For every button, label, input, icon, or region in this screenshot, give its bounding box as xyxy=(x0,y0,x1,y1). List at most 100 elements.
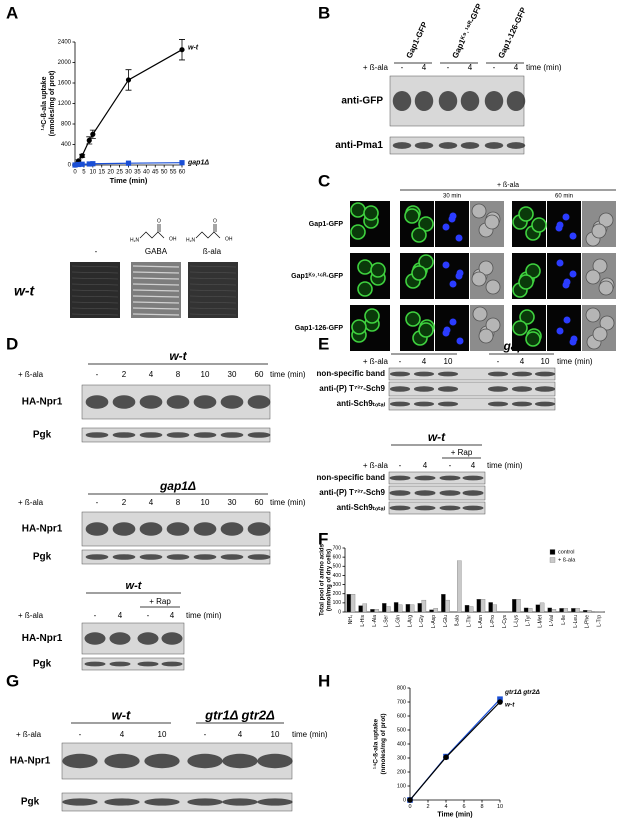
y-tick-label: 800 xyxy=(61,122,72,128)
bar xyxy=(469,607,473,612)
point xyxy=(90,132,95,137)
band xyxy=(167,554,190,560)
band xyxy=(140,554,163,560)
band xyxy=(257,798,292,805)
x-tick-label: L-Met xyxy=(537,614,543,627)
micrograph xyxy=(435,253,469,299)
cell xyxy=(365,309,379,323)
y-tick-label: 100 xyxy=(397,783,406,789)
lane-label: 10 xyxy=(444,357,453,366)
bar xyxy=(410,605,414,612)
y-tick-label: 600 xyxy=(333,554,342,560)
band xyxy=(415,506,436,511)
band xyxy=(414,402,434,407)
band xyxy=(167,522,190,536)
y-tick-label: 0 xyxy=(68,163,72,169)
unit-label: time (min) xyxy=(186,611,222,620)
bar xyxy=(536,605,540,612)
band xyxy=(439,142,457,149)
point xyxy=(443,755,449,761)
band xyxy=(512,372,532,377)
band xyxy=(415,91,433,111)
structure xyxy=(140,224,164,238)
x-tick-label: L-Gly xyxy=(419,615,425,627)
treatment-label: + ß-ala xyxy=(18,498,44,507)
panel-letter: A xyxy=(6,3,18,22)
bar xyxy=(457,561,461,612)
row-label: Pgk xyxy=(33,552,52,563)
nucleus xyxy=(449,216,456,223)
micrograph xyxy=(547,201,581,247)
band xyxy=(440,490,461,496)
band xyxy=(86,522,109,536)
bar xyxy=(445,600,449,612)
row-label: non-specific band xyxy=(317,369,386,378)
x-tick-label: L-Lys xyxy=(514,615,520,628)
cell xyxy=(593,327,607,341)
lane-label: 2 xyxy=(122,370,127,379)
row-label: anti-Sch9ₜₒₜₐₗ xyxy=(337,503,386,512)
bar xyxy=(477,599,481,612)
y-tick-label: 800 xyxy=(397,685,406,691)
cell xyxy=(406,312,420,326)
x-tick-label: L-Gln xyxy=(396,615,402,627)
lane-label: - xyxy=(147,611,150,620)
x-tick-label: L-Tyr xyxy=(526,615,532,627)
cell xyxy=(485,215,499,229)
treatment-label: + ß-ala xyxy=(18,370,44,379)
point xyxy=(179,47,184,52)
band xyxy=(440,506,461,511)
band xyxy=(140,522,163,536)
x-axis-title: Time (min) xyxy=(437,812,472,819)
x-tick-label: 2 xyxy=(426,804,429,810)
bar xyxy=(583,610,587,612)
subgroup-label: + Rap xyxy=(451,448,473,457)
band xyxy=(85,632,106,644)
cell xyxy=(526,332,540,346)
band xyxy=(248,395,271,409)
lane-label: 4 xyxy=(149,370,154,379)
bar xyxy=(430,610,434,612)
x-tick-label: L-Trp xyxy=(596,615,602,627)
row-label: Gap1ᴷ⁹˒¹⁶ᴿ-GFP xyxy=(291,273,343,280)
row-label: anti-Sch9ₜₒₜₐₗ xyxy=(337,399,386,408)
cell xyxy=(419,323,433,337)
micrograph xyxy=(435,305,469,351)
x-tick-label: 8 xyxy=(480,804,483,810)
x-tick-label: 20 xyxy=(107,170,114,176)
bar xyxy=(571,608,575,612)
condition-label: ß-ala xyxy=(203,247,222,256)
band xyxy=(86,554,109,560)
condition-label: GABA xyxy=(145,247,168,256)
band xyxy=(138,662,159,667)
nucleus xyxy=(450,319,457,326)
x-tick-label: 0 xyxy=(408,804,411,810)
row-label: anti-(P) T⁷³⁷-Sch9 xyxy=(319,384,385,393)
group-label: w-t xyxy=(126,580,143,592)
band xyxy=(62,754,97,768)
nucleus xyxy=(570,233,577,240)
band xyxy=(144,754,179,768)
micrograph xyxy=(435,201,469,247)
bar xyxy=(512,599,516,612)
timepoint-label: 60 min xyxy=(555,194,573,200)
x-tick-label: 25 xyxy=(116,170,123,176)
band xyxy=(162,632,183,644)
x-tick-label: L-Asn xyxy=(478,615,484,628)
y-axis-title: ¹⁴C-ß-ala uptake xyxy=(41,76,48,130)
row-label: Pgk xyxy=(33,430,52,441)
y-tick-label: 2000 xyxy=(58,60,72,66)
micrograph xyxy=(547,253,581,299)
nucleus xyxy=(443,224,450,231)
panel-letter: B xyxy=(318,3,330,22)
structure-atom: H₂N xyxy=(130,237,140,243)
y-tick-label: 600 xyxy=(397,713,406,719)
band xyxy=(440,476,461,481)
cell xyxy=(519,275,533,289)
group-label: Gap1ᴷ⁹˒¹⁶ᴿ-GFP xyxy=(451,2,484,60)
legend-swatch xyxy=(550,550,555,555)
band xyxy=(248,522,271,536)
point xyxy=(80,153,85,158)
treatment-label: + ß-ala xyxy=(363,357,389,366)
